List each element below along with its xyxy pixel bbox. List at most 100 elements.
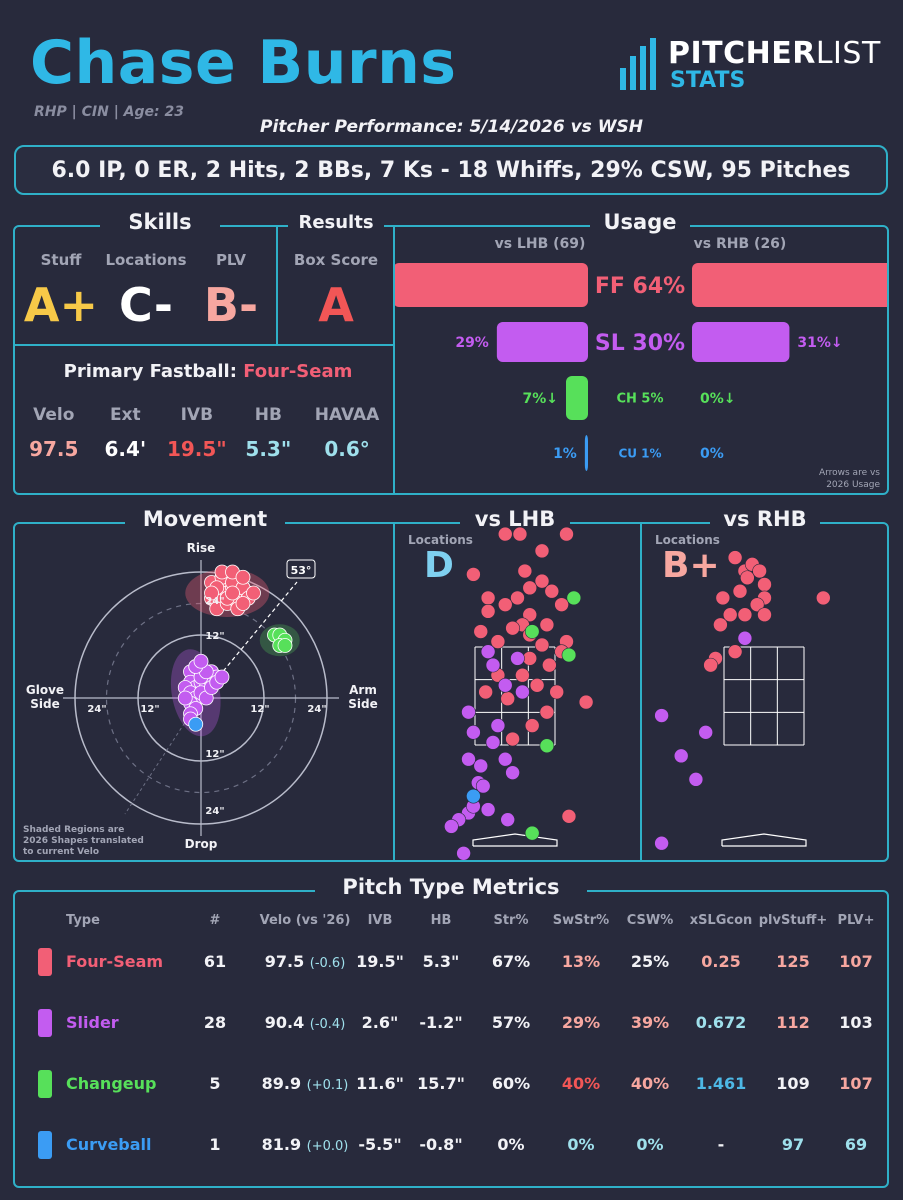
- lhb-point-changeup: [524, 624, 540, 639]
- fastball-values: 97.5 6.4' 19.5" 5.3" 0.6°: [29, 437, 370, 461]
- skill-label-locations: Locations: [105, 251, 187, 269]
- lhb-point-four-seam: [510, 590, 525, 606]
- lhb-point-slider: [456, 845, 471, 860]
- lhb-point-four-seam: [497, 597, 513, 612]
- usage-chart: 62%↑69%↑FF 64%29%31%↓SL 30%7%↓0%↓CH 5%1%…: [395, 263, 887, 471]
- lhb-point-four-seam: [505, 731, 520, 747]
- col-type: Type: [66, 913, 100, 928]
- fastball-labels: Velo Ext IVB HB HAVAA: [33, 405, 380, 425]
- usage-title: Usage: [590, 210, 690, 234]
- swatch-curveball: [38, 1131, 52, 1159]
- lhb-point-slider: [444, 819, 459, 834]
- grade-box-score: A: [318, 278, 354, 332]
- col-hb: HB: [430, 913, 452, 928]
- movement-glove-side-label: Side: [30, 697, 59, 711]
- swatch-four-seam: [38, 948, 52, 976]
- plv-four-seam: 107: [839, 952, 873, 971]
- hb-curveball: -0.8": [419, 1135, 463, 1154]
- ivb-curveball: -5.5": [358, 1135, 402, 1154]
- rhb-locations-label: Locations: [655, 533, 720, 547]
- xslg-four-seam: 0.25: [701, 952, 741, 971]
- lhb-home-plate: [472, 833, 558, 847]
- rhb-location-chart: [654, 550, 831, 851]
- movement-ring-label-top-24: 24": [205, 596, 224, 607]
- stuff-changeup: 109: [776, 1074, 810, 1093]
- skill-label-plv: PLV: [215, 251, 247, 269]
- results-title: Results: [288, 212, 384, 233]
- col-str: Str%: [493, 913, 529, 928]
- col-stuff: plvStuff+: [758, 913, 828, 928]
- col-velo: Velo (vs '26): [259, 913, 351, 928]
- lhb-point-four-seam: [522, 651, 538, 666]
- results-label: Box Score: [293, 251, 379, 269]
- swatch-changeup: [38, 1070, 52, 1098]
- grade-locations: C-: [119, 278, 173, 332]
- velo-changeup: 89.9 (+0.1): [261, 1074, 349, 1093]
- top-frame: [13, 225, 889, 495]
- lhb-point-changeup: [561, 647, 577, 663]
- lhb-point-slider: [497, 751, 513, 767]
- movement-point-four-seam: [204, 585, 219, 601]
- hb-changeup: 15.7": [417, 1074, 465, 1093]
- movement-glove-label: Glove: [26, 683, 64, 697]
- movement-title: Movement: [125, 507, 285, 531]
- lhb-point-four-seam: [500, 691, 515, 707]
- count-slider: 28: [203, 1013, 227, 1032]
- col-xslg: xSLGcon: [689, 913, 753, 928]
- str-slider: 57%: [491, 1013, 531, 1032]
- lhb-point-slider: [461, 751, 476, 767]
- swstr-changeup: 40%: [561, 1074, 601, 1093]
- rhb-point-four-seam: [713, 617, 728, 633]
- movement-note-2: 2026 Shapes translated: [23, 836, 144, 846]
- lhb-point-four-seam: [505, 620, 520, 636]
- rhb-point-four-seam: [816, 590, 831, 606]
- usage-lhb-label: vs LHB (69): [494, 236, 586, 252]
- lhb-point-four-seam: [534, 543, 550, 559]
- lhb-point-four-seam: [534, 573, 550, 589]
- lhb-point-four-seam: [529, 677, 545, 693]
- lhb-point-four-seam: [512, 526, 528, 542]
- lhb-point-slider: [475, 778, 491, 794]
- usage-bar-rhb-0: [692, 263, 887, 307]
- rhb-point-four-seam: [757, 607, 772, 623]
- lhb-point-four-seam: [542, 657, 557, 673]
- lhb-point-four-seam: [534, 637, 550, 653]
- swstr-curveball: 0%: [567, 1135, 595, 1154]
- lhb-point-four-seam: [515, 667, 530, 683]
- csw-curveball: 0%: [636, 1135, 664, 1154]
- rhb-point-four-seam: [732, 583, 748, 599]
- performance-title: Pitcher Performance: 5/14/2026 vs WSH: [260, 117, 643, 137]
- movement-ring-label-left-12: 12": [140, 704, 159, 715]
- mid-frame: [13, 522, 889, 862]
- rhb-point-four-seam: [757, 577, 772, 592]
- str-curveball: 0%: [497, 1135, 525, 1154]
- lhb-point-four-seam: [522, 580, 538, 596]
- movement-rise-label: Rise: [187, 541, 216, 555]
- usage-pitch-label-1: SL 30%: [595, 331, 685, 356]
- col-ivb: IVB: [367, 913, 393, 928]
- lhb-point-four-seam: [549, 684, 564, 700]
- csw-changeup: 40%: [630, 1074, 670, 1093]
- movement-point-curveball: [188, 716, 204, 732]
- lhb-point-four-seam: [478, 684, 493, 700]
- movement-note-ray: [124, 697, 202, 815]
- lhb-locations-label: Locations: [408, 533, 473, 547]
- summary-box: 6.0 IP, 0 ER, 2 Hits, 2 BBs, 7 Ks - 18 W…: [14, 145, 888, 195]
- rhb-point-four-seam: [749, 597, 765, 612]
- count-curveball: 1: [209, 1135, 221, 1154]
- lhb-point-changeup: [566, 590, 582, 606]
- movement-angle-label: 53°: [291, 564, 312, 577]
- rhb-point-four-seam: [715, 590, 731, 606]
- col-swstr: SwStr%: [552, 913, 610, 928]
- usage-rhb-label-2: 0%↓: [700, 391, 736, 407]
- lhb-point-slider: [500, 812, 515, 827]
- movement-point-four-seam: [246, 585, 261, 601]
- lhb-point-four-seam: [466, 567, 481, 582]
- swatch-slider: [38, 1009, 52, 1037]
- lhb-point-slider: [485, 735, 501, 750]
- skills-title: Skills: [100, 210, 220, 234]
- col-count: #: [209, 913, 221, 928]
- ivb-four-seam: 19.5": [356, 952, 404, 971]
- usage-bar-rhb-1: [692, 322, 790, 362]
